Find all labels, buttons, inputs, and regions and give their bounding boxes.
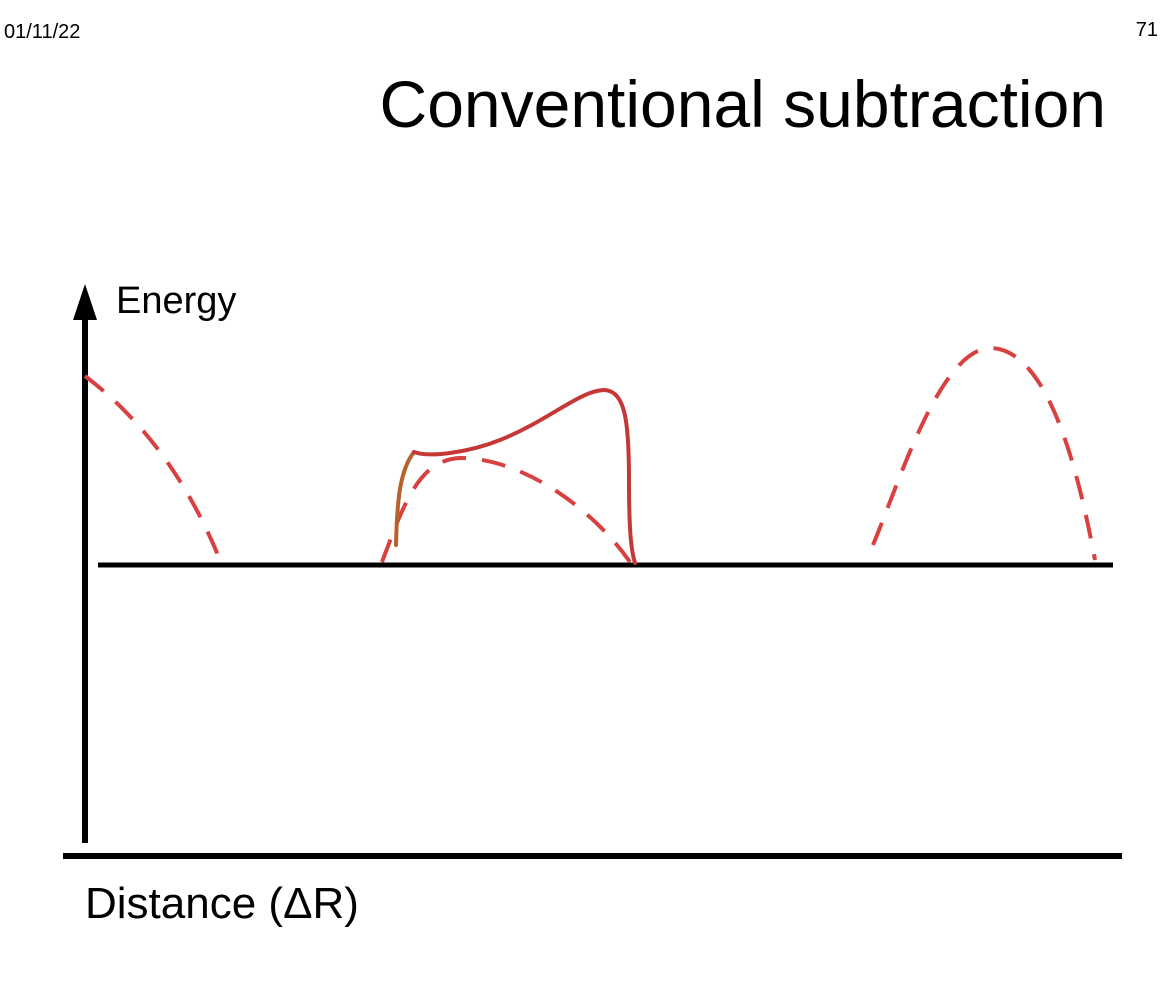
y-axis-label: Energy (116, 280, 237, 322)
x-axis-label: Distance (ΔR) (85, 879, 359, 928)
dashed-curve-middle (380, 455, 632, 564)
y-axis-arrowhead (73, 284, 97, 320)
solid-curve (412, 387, 637, 565)
slide-date: 01/11/22 (4, 21, 81, 43)
dashed-curve-right (871, 345, 1097, 561)
dashed-curve-left (83, 374, 222, 561)
solid-curve-rising-edge (394, 450, 416, 547)
slide-number: 71 (1135, 19, 1158, 41)
slide-title: Conventional subtraction (379, 67, 1106, 141)
